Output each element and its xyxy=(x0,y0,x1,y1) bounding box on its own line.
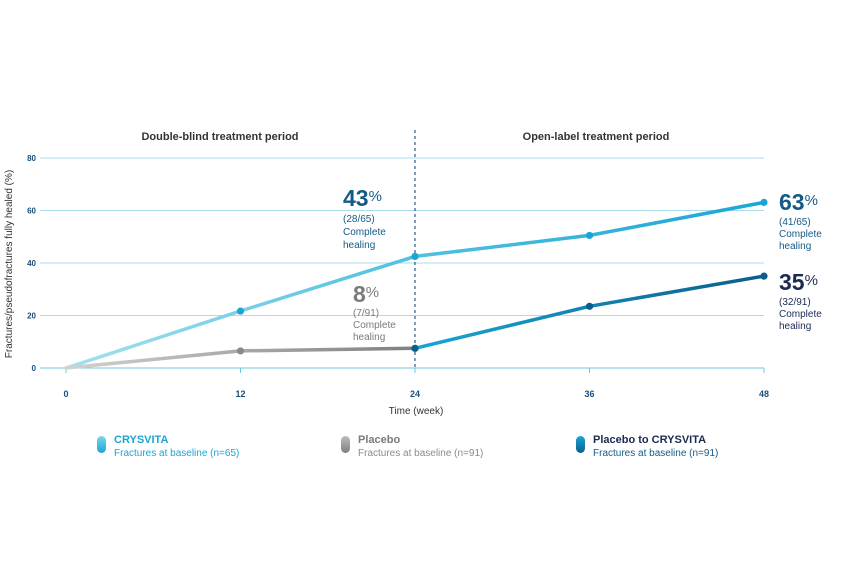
y-tick-label: 80 xyxy=(27,154,36,163)
x-tick-label: 36 xyxy=(584,389,594,399)
x-tick-label: 24 xyxy=(410,389,420,399)
data-point-crysvita-w12 xyxy=(236,307,245,315)
legend-swatch-placebo xyxy=(341,436,350,453)
svg-text:35%: 35% xyxy=(779,269,818,295)
annotation-line3: healing xyxy=(779,241,811,252)
annotation-line2: Complete xyxy=(353,320,396,331)
data-point-placebo-to-crysvita-w36 xyxy=(585,302,594,310)
y-axis-label: Fractures/pseudofractures fully healed (… xyxy=(4,170,15,358)
annotation-value: 63 xyxy=(779,189,805,215)
annotation-63: 63% (41/65) Complete healing xyxy=(779,189,822,252)
period-label-open-label: Open-label treatment period xyxy=(523,131,670,143)
legend-label: Placebo to CRYSVITA xyxy=(593,434,707,446)
x-tick-label: 0 xyxy=(63,389,68,399)
annotation-line3: healing xyxy=(779,321,811,332)
svg-text:63%: 63% xyxy=(779,189,818,215)
x-axis-ticks: 0 12 24 36 48 xyxy=(63,368,769,399)
legend-swatch-placebo-to-crysvita xyxy=(576,436,585,453)
annotation-line2: Complete xyxy=(779,309,822,320)
annotation-percent: % xyxy=(366,284,379,301)
annotation-percent: % xyxy=(369,188,382,205)
legend-placebo: Placebo Fractures at baseline (n=91) xyxy=(341,434,483,460)
y-tick-label: 40 xyxy=(27,259,36,268)
annotation-35: 35% (32/91) Complete healing xyxy=(779,269,822,332)
series-line-placebo-to-crysvita xyxy=(413,274,766,351)
annotation-percent: % xyxy=(805,192,818,209)
annotation-value: 8 xyxy=(353,281,366,307)
svg-text:43%: 43% xyxy=(343,185,382,211)
x-axis-label: Time (week) xyxy=(389,406,444,417)
legend-label: CRYSVITA xyxy=(114,434,169,446)
legend-placebo-to-crysvita: Placebo to CRYSVITA Fractures at baselin… xyxy=(576,434,718,460)
period-label-double-blind: Double-blind treatment period xyxy=(141,131,298,143)
data-point-crysvita-w36 xyxy=(585,231,594,240)
y-tick-label: 0 xyxy=(32,364,37,373)
legend-desc: Fractures at baseline (n=65) xyxy=(114,448,240,459)
annotation-line3: healing xyxy=(343,240,375,251)
svg-text:8%: 8% xyxy=(353,281,379,307)
annotation-line2: Complete xyxy=(779,229,822,240)
annotation-fraction: (41/65) xyxy=(779,217,811,228)
data-point-crysvita-w48 xyxy=(760,198,768,206)
data-point-placebo-to-crysvita-w24 xyxy=(411,344,419,352)
y-tick-label: 20 xyxy=(27,312,36,321)
x-tick-label: 12 xyxy=(235,389,245,399)
legend-desc: Fractures at baseline (n=91) xyxy=(593,448,719,459)
annotation-line2: Complete xyxy=(343,227,386,238)
data-point-placebo-w12 xyxy=(236,347,245,355)
legend-label: Placebo xyxy=(358,434,401,446)
legend-swatch-crysvita xyxy=(97,436,106,453)
x-tick-label: 48 xyxy=(759,389,769,399)
annotation-fraction: (28/65) xyxy=(343,214,375,225)
data-point-placebo-to-crysvita-w48 xyxy=(760,272,768,280)
annotation-line3: healing xyxy=(353,332,385,343)
annotation-percent: % xyxy=(805,272,818,289)
y-tick-label: 60 xyxy=(27,207,36,216)
legend-crysvita: CRYSVITA Fractures at baseline (n=65) xyxy=(97,434,239,460)
annotation-fraction: (7/91) xyxy=(353,308,379,319)
data-point-crysvita-w24 xyxy=(411,252,419,261)
annotation-value: 43 xyxy=(343,185,369,211)
annotation-43: 43% (28/65) Complete healing xyxy=(343,185,386,251)
y-axis-ticks: 0 20 40 60 80 xyxy=(27,154,36,373)
annotation-value: 35 xyxy=(779,269,805,295)
annotation-fraction: (32/91) xyxy=(779,297,811,308)
grid xyxy=(40,157,764,369)
legend-desc: Fractures at baseline (n=91) xyxy=(358,448,484,459)
annotation-8: 8% (7/91) Complete healing xyxy=(353,281,396,343)
